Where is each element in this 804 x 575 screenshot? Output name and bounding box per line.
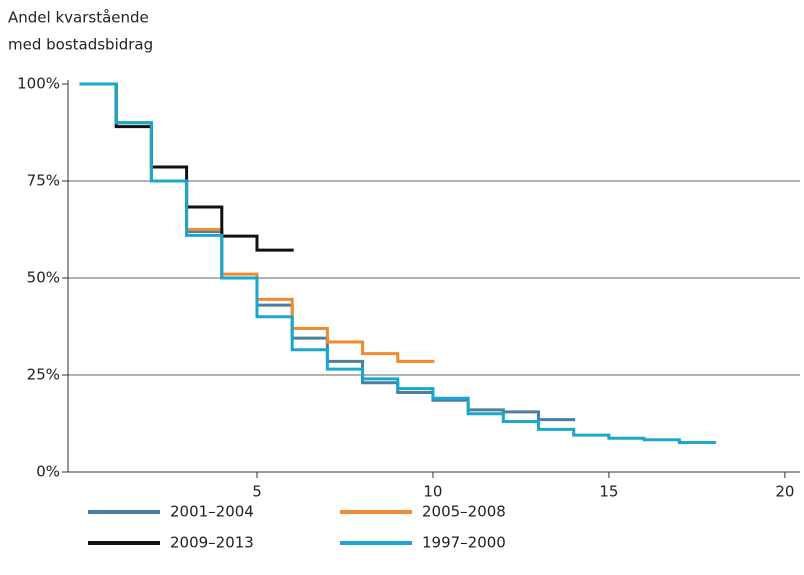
x-tick-label: 20 bbox=[775, 483, 794, 501]
chart-title: Andel kvarstående bbox=[8, 9, 149, 27]
legend-label: 2009–2013 bbox=[170, 534, 254, 552]
y-tick-label: 75% bbox=[27, 172, 60, 190]
legend-label: 2005–2008 bbox=[422, 503, 506, 521]
y-tick-label: 0% bbox=[36, 463, 60, 481]
chart-title: med bostadsbidrag bbox=[8, 36, 153, 54]
y-tick-label: 25% bbox=[27, 366, 60, 384]
x-tick-label: 5 bbox=[252, 483, 262, 501]
x-tick-label: 10 bbox=[423, 483, 442, 501]
legend-label: 2001–2004 bbox=[170, 503, 254, 521]
x-tick-label: 15 bbox=[599, 483, 618, 501]
legend-label: 1997–2000 bbox=[422, 534, 506, 552]
y-tick-label: 100% bbox=[17, 75, 60, 93]
y-tick-label: 50% bbox=[27, 269, 60, 287]
